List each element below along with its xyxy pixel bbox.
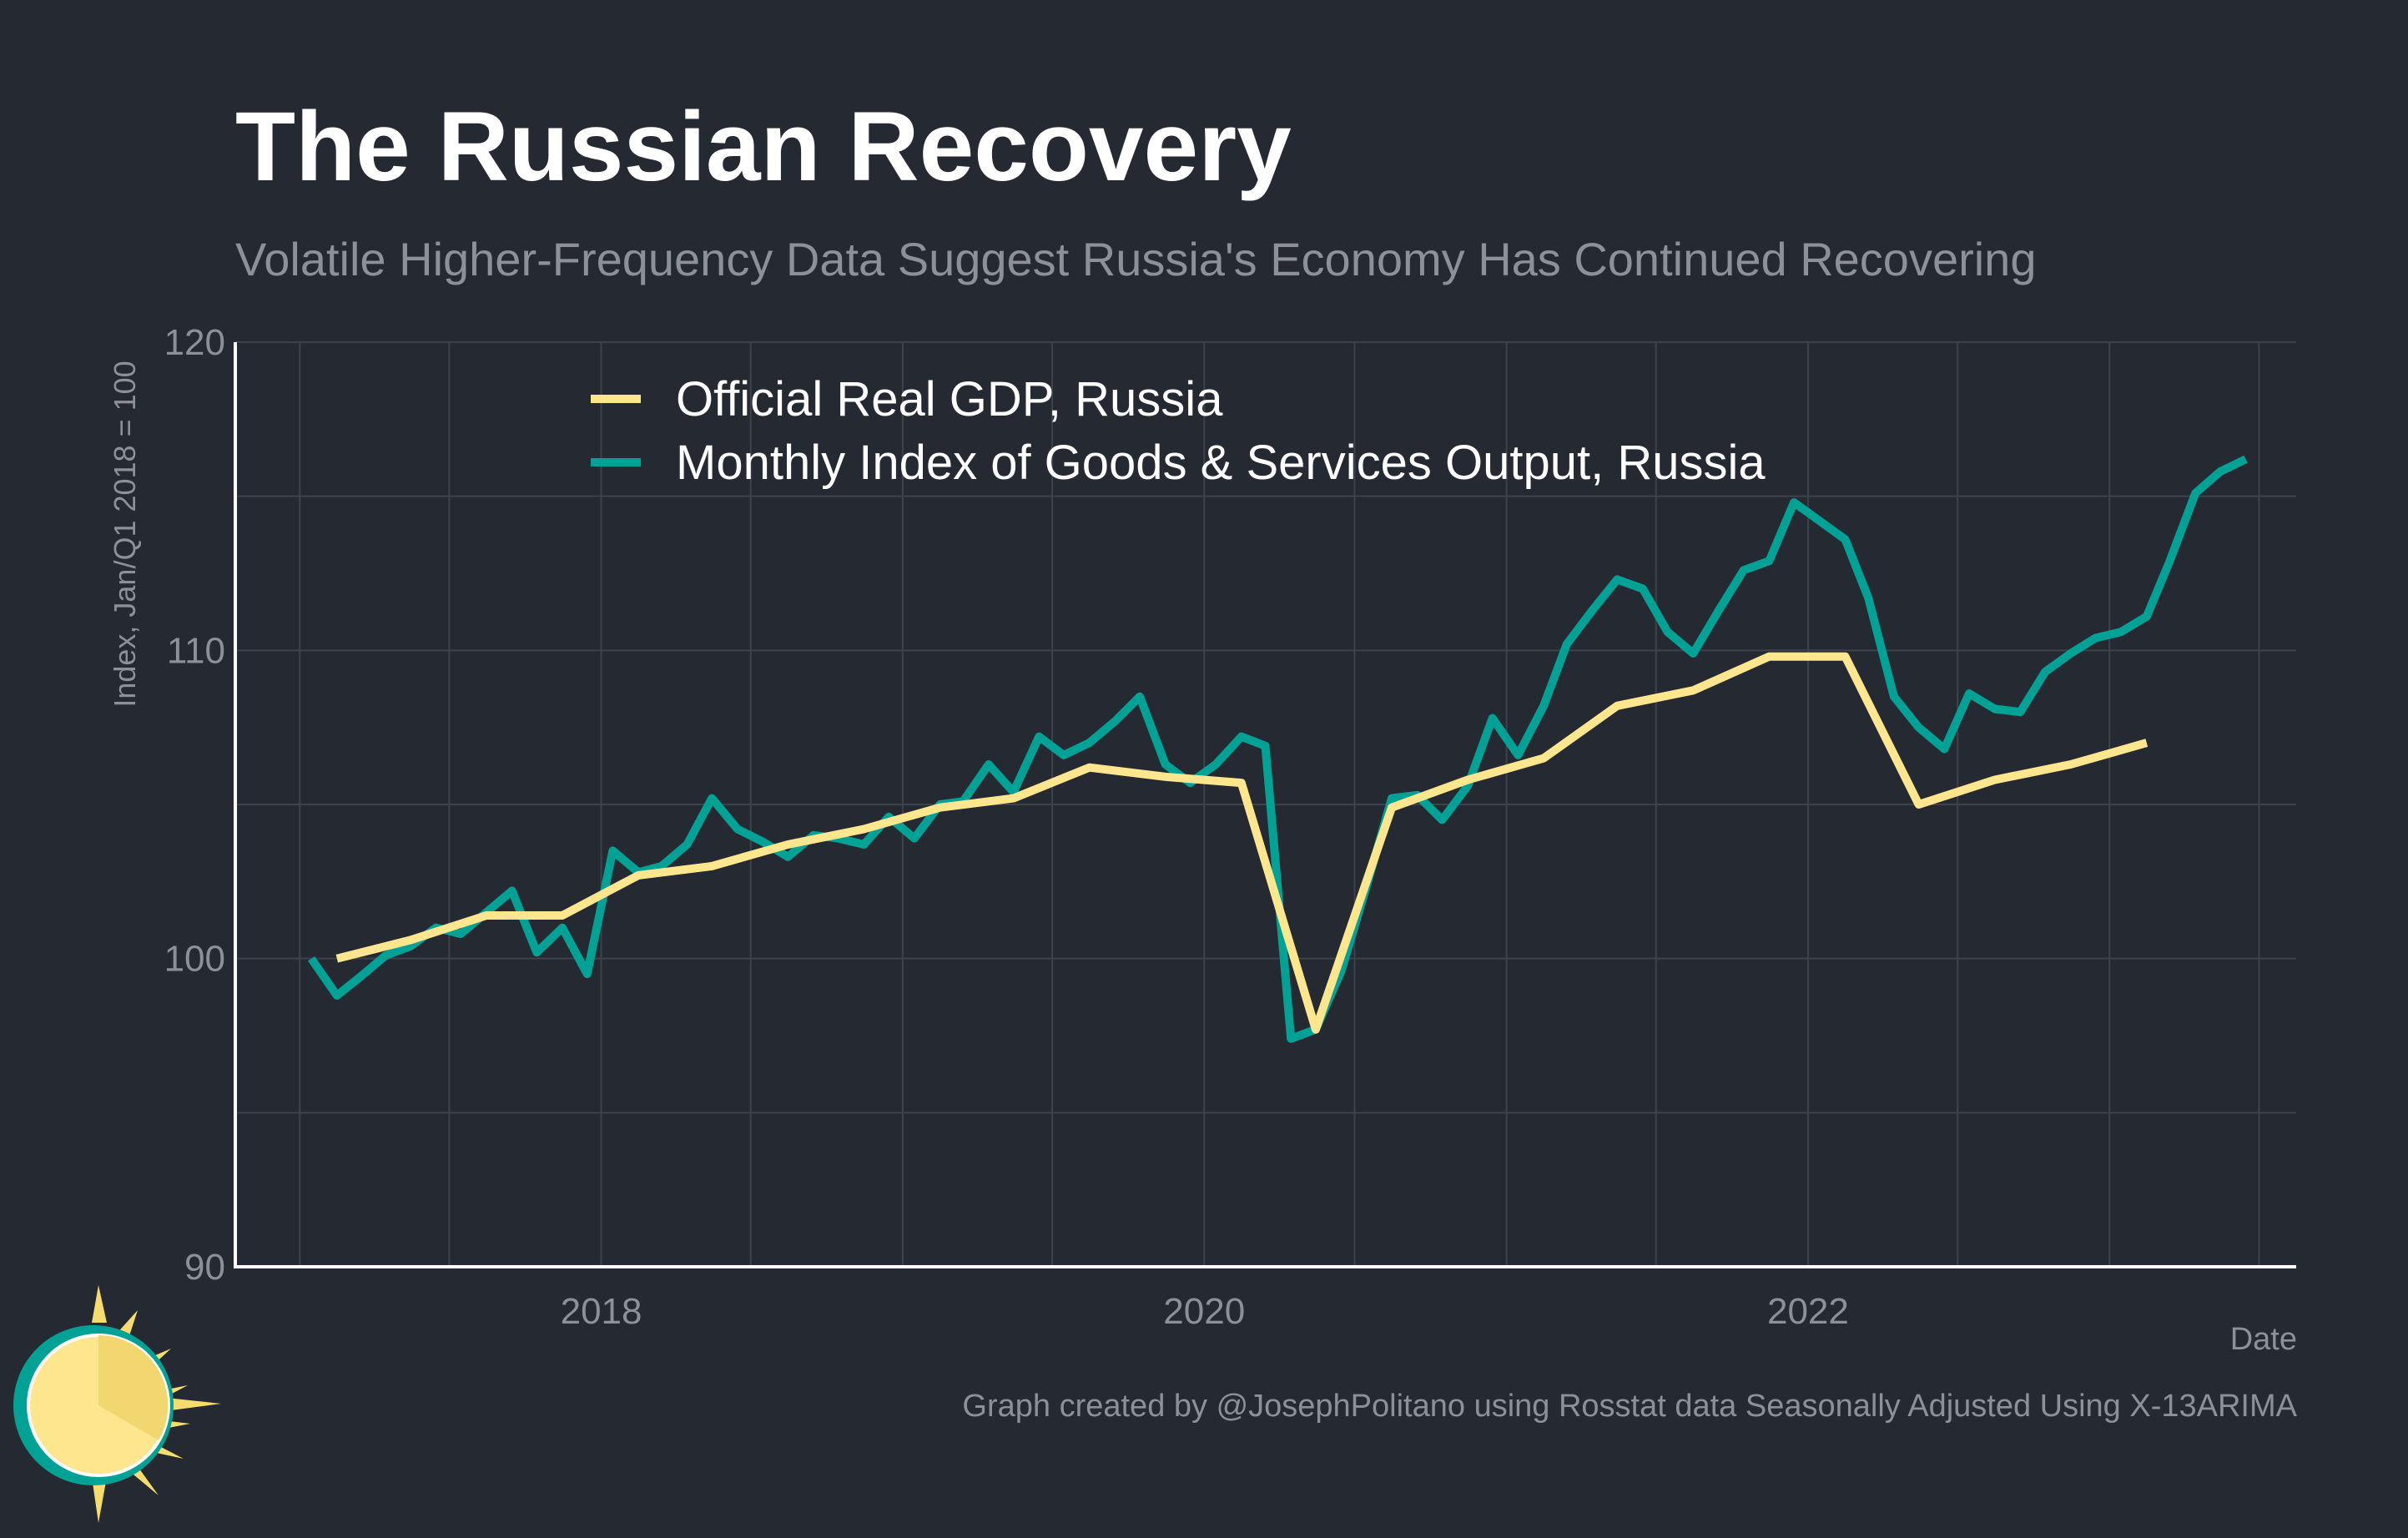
x-tick-label: 2020 bbox=[1163, 1291, 1245, 1332]
chart-title: The Russian Recovery bbox=[235, 92, 1292, 202]
y-tick-label: 120 bbox=[164, 322, 225, 363]
series-line-0 bbox=[335, 652, 2149, 1034]
source-credit: Graph created by @JosephPolitano using R… bbox=[962, 1389, 2297, 1424]
gridlines bbox=[235, 341, 2296, 1267]
x-tick-label: 2018 bbox=[561, 1291, 642, 1332]
legend: Official Real GDP, Russia Monthly Index o… bbox=[591, 372, 1766, 490]
x-axis-label: Date bbox=[2229, 1322, 2297, 1357]
x-tick-label: 2022 bbox=[1767, 1291, 1849, 1332]
legend-label-0: Official Real GDP, Russia bbox=[676, 372, 1223, 426]
series-lines bbox=[307, 455, 2248, 1043]
y-tick-label: 100 bbox=[164, 939, 225, 980]
chart-subtitle: Volatile Higher-Frequency Data Suggest R… bbox=[235, 233, 2037, 285]
y-tick-label: 110 bbox=[167, 630, 225, 671]
sun-logo-icon bbox=[13, 1285, 221, 1523]
legend-label-1: Monthly Index of Goods & Services Output… bbox=[676, 436, 1766, 490]
y-axis-label: Index, Jan/Q1 2018 = 100 bbox=[108, 361, 142, 707]
axes: 90 100 110 120 2018 2020 2022 Index, Jan/Q1 201… bbox=[108, 322, 2296, 1332]
y-tick-label: 90 bbox=[184, 1247, 225, 1288]
